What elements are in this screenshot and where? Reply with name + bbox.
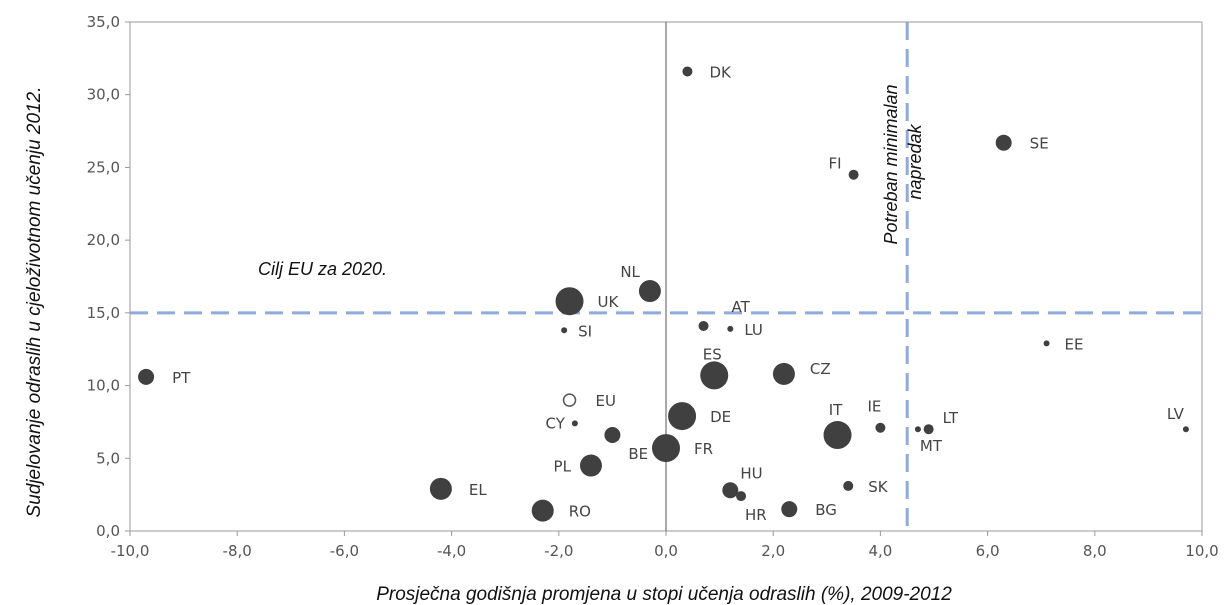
point-label-es: ES bbox=[703, 345, 722, 363]
point-fr bbox=[652, 434, 680, 463]
x-tick-label: 8,0 bbox=[1083, 542, 1107, 560]
y-tick-label: 5,0 bbox=[96, 449, 120, 467]
point-label-fr: FR bbox=[694, 440, 713, 458]
x-tick-label: 0,0 bbox=[654, 542, 678, 560]
point-fi bbox=[848, 169, 859, 180]
point-bg bbox=[781, 501, 798, 518]
point-label-se: SE bbox=[1030, 135, 1049, 153]
x-tick-label: -4,0 bbox=[437, 542, 466, 560]
y-tick-label: 30,0 bbox=[87, 86, 120, 104]
point-label-nl: NL bbox=[620, 263, 640, 281]
point-cy bbox=[571, 420, 578, 427]
point-label-hu: HU bbox=[740, 464, 762, 482]
point-eu bbox=[562, 393, 577, 407]
point-hr bbox=[736, 491, 747, 502]
point-hu bbox=[722, 482, 739, 499]
point-lt bbox=[923, 424, 934, 435]
eu-target-annotation: Cilj EU za 2020. bbox=[258, 259, 387, 279]
point-label-be: BE bbox=[628, 445, 648, 463]
x-tick-label: -2,0 bbox=[544, 542, 573, 560]
point-ee bbox=[1043, 340, 1050, 347]
point-cz bbox=[772, 362, 795, 385]
x-tick-label: 2,0 bbox=[761, 542, 785, 560]
point-label-cz: CZ bbox=[810, 360, 831, 378]
point-mt bbox=[914, 426, 921, 433]
point-lu bbox=[727, 325, 734, 332]
x-tick-label: 10,0 bbox=[1185, 542, 1218, 560]
y-tick-label: 10,0 bbox=[87, 377, 120, 395]
x-tick-label: -10,0 bbox=[111, 542, 150, 560]
x-tick-label: -8,0 bbox=[223, 542, 252, 560]
point-label-fi: FI bbox=[829, 155, 842, 173]
point-label-ro: RO bbox=[569, 503, 591, 521]
x-axis-title: Prosječna godišnja promjena u stopi učen… bbox=[376, 584, 952, 605]
point-pl bbox=[579, 454, 602, 477]
point-de bbox=[668, 402, 697, 431]
y-tick-label: 20,0 bbox=[87, 231, 120, 249]
y-axis-title: Sudjelovanje odraslih u cjeloživotnom uč… bbox=[24, 87, 45, 518]
point-ro bbox=[531, 499, 554, 522]
point-it bbox=[823, 421, 852, 450]
x-tick-label: -6,0 bbox=[330, 542, 359, 560]
point-uk bbox=[555, 287, 584, 316]
point-label-hr: HR bbox=[745, 506, 767, 524]
min-progress-annotation: Potreban minimalan napredak bbox=[881, 79, 925, 244]
point-ie bbox=[875, 422, 886, 433]
point-se bbox=[995, 134, 1012, 151]
point-lv bbox=[1182, 426, 1189, 433]
point-es bbox=[700, 361, 729, 390]
point-label-el: EL bbox=[469, 481, 487, 499]
point-at bbox=[698, 320, 709, 331]
point-label-de: DE bbox=[710, 408, 731, 426]
point-label-dk: DK bbox=[709, 63, 732, 81]
point-si bbox=[561, 327, 568, 334]
point-label-eu: EU bbox=[596, 392, 616, 410]
x-tick-label: 4,0 bbox=[868, 542, 892, 560]
point-label-at: AT bbox=[732, 298, 751, 316]
point-label-it: IT bbox=[829, 401, 843, 419]
point-label-lt: LT bbox=[943, 409, 959, 427]
point-label-ee: EE bbox=[1065, 335, 1084, 353]
point-nl bbox=[638, 280, 661, 303]
point-label-sk: SK bbox=[868, 478, 889, 496]
point-label-mt: MT bbox=[920, 437, 943, 455]
y-tick-label: 0,0 bbox=[96, 522, 120, 540]
point-sk bbox=[843, 480, 854, 491]
point-label-pl: PL bbox=[554, 458, 572, 476]
min-progress-annotation-line2: napredak bbox=[905, 123, 925, 199]
point-label-bg: BG bbox=[815, 501, 837, 519]
point-label-si: SI bbox=[578, 322, 592, 340]
point-be bbox=[604, 427, 621, 444]
point-label-cy: CY bbox=[546, 414, 566, 432]
min-progress-annotation-line1: Potreban minimalan bbox=[881, 84, 901, 244]
y-tick-label: 15,0 bbox=[87, 304, 120, 322]
point-label-ie: IE bbox=[867, 398, 881, 416]
point-label-lv: LV bbox=[1167, 405, 1185, 423]
point-pt bbox=[138, 368, 155, 385]
point-label-lu: LU bbox=[744, 321, 763, 339]
point-label-pt: PT bbox=[172, 369, 191, 387]
y-tick-label: 25,0 bbox=[87, 158, 120, 176]
x-tick-label: 6,0 bbox=[976, 542, 1000, 560]
y-tick-label: 35,0 bbox=[87, 13, 120, 31]
point-dk bbox=[682, 66, 693, 77]
point-el bbox=[429, 477, 452, 500]
point-label-uk: UK bbox=[598, 293, 620, 311]
